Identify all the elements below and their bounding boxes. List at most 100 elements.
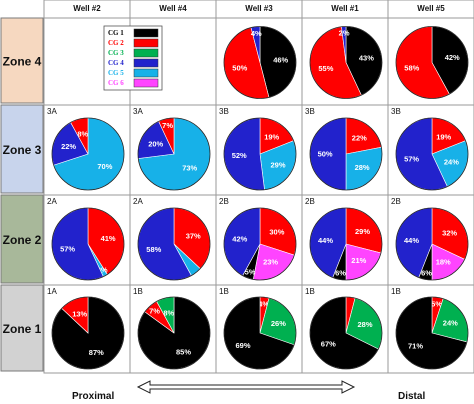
cell-tag: 2B: [305, 197, 315, 206]
pie: 1A 87% 13%: [47, 287, 125, 370]
well-header: Well #4: [159, 4, 187, 13]
pie-outline: [309, 207, 383, 281]
slice-label: 58%: [404, 63, 419, 72]
slice-label: 22%: [352, 134, 367, 143]
slice-label: 29%: [270, 160, 285, 169]
slice-label: 44%: [404, 236, 419, 245]
pie-outline: [395, 207, 469, 281]
legend-swatch: [133, 38, 159, 48]
pie: 46% 50% 4%: [223, 26, 297, 99]
slice-label: 22%: [61, 142, 76, 151]
pie: 1B 5% 24% 71%: [391, 287, 469, 370]
pie-outline: [137, 117, 211, 191]
pie: 2B 32% 18% 6% 44%: [391, 197, 469, 281]
slice-label: 19%: [264, 132, 279, 141]
legend-swatch: [133, 78, 159, 88]
slice-label: 69%: [235, 341, 250, 350]
slice-label: 41%: [101, 234, 116, 243]
legend-swatch: [133, 68, 159, 78]
slice-label: 70%: [97, 162, 112, 171]
pie: 3A 73% 20% 7%: [133, 107, 211, 191]
cell-tag: 3B: [219, 107, 229, 116]
grid-cell: [387, 284, 474, 374]
pie: 1B 28% 67%: [305, 287, 383, 370]
well-header: Well #5: [417, 4, 445, 13]
slice-label: 42%: [232, 235, 247, 244]
slice-label: 46%: [273, 56, 288, 65]
slice-label: 24%: [443, 319, 458, 328]
slice-label: 23%: [263, 258, 278, 267]
zone-label: Zone 4: [3, 55, 42, 69]
slice-label: 52%: [232, 151, 247, 160]
slice-label: 18%: [436, 257, 451, 266]
slice-label: 2%: [97, 266, 108, 275]
legend-swatch: [133, 28, 159, 38]
pie-outline: [395, 296, 469, 370]
cell-tag: 1B: [219, 287, 229, 296]
well-headers: Well #2 Well #4 Well #3 Well #1 Well #5: [43, 0, 474, 19]
legend-label: CG 1: [108, 29, 124, 37]
legend-swatch: [133, 58, 159, 68]
header-cell: [387, 0, 474, 19]
zone-label: Zone 2: [3, 233, 42, 247]
slice-label: 5%: [431, 300, 442, 309]
cell-tag: 2B: [391, 197, 401, 206]
slice-label: 29%: [355, 227, 370, 236]
slice-label: 73%: [182, 164, 197, 173]
slice-label: 57%: [404, 154, 419, 163]
zone-label-box: [0, 194, 44, 284]
zone-label-box: [0, 284, 44, 372]
slice-label: 8%: [163, 309, 174, 318]
pie: 3B 19% 24% 57%: [391, 107, 469, 191]
axis-label-distal: Distal: [398, 391, 425, 402]
zone-label: Zone 3: [3, 143, 42, 157]
slice-label: 4%: [251, 29, 262, 38]
legend-label: CG 3: [108, 49, 124, 57]
slice-label: 28%: [357, 320, 372, 329]
slice-label: 30%: [269, 227, 284, 236]
pie: 42% 58%: [395, 26, 469, 99]
slice-label: 21%: [351, 256, 366, 265]
pie-outline: [51, 117, 125, 191]
slice-label: 57%: [60, 244, 75, 253]
cell-tag: 3A: [133, 107, 143, 116]
slice-label: 67%: [321, 340, 336, 349]
slice-label: 42%: [445, 53, 460, 62]
legend-label: CG 6: [108, 79, 124, 87]
pie-outline: [395, 117, 469, 191]
slice-label: 7%: [162, 121, 173, 130]
slice-label: 6%: [335, 269, 346, 278]
pie: 3B 22% 28% 50%: [305, 107, 383, 191]
slice-label: 6%: [421, 269, 432, 278]
slice-label: 55%: [318, 64, 333, 73]
slice-label: 5%: [245, 268, 256, 277]
slice-label: 4%: [258, 299, 269, 308]
slice-label: 71%: [408, 342, 423, 351]
double-arrow-icon: [136, 380, 356, 394]
slice-label: 43%: [359, 54, 374, 63]
pie: 43% 55% 2%: [309, 26, 383, 99]
slice-label: 19%: [436, 132, 451, 141]
pie: 3A 70% 22%8%: [47, 107, 125, 191]
pie: 3B 19% 29% 52%: [219, 107, 297, 191]
slice-label: 44%: [318, 236, 333, 245]
well-header: Well #2: [73, 4, 101, 13]
slice-label: 85%: [176, 347, 191, 356]
legend-label: CG 4: [108, 59, 124, 67]
proximal-distal-axis: Proximal Distal: [72, 380, 425, 402]
pie: 2A 37% 58%: [133, 197, 211, 281]
legend: CG 1 CG 2 CG 3 CG 4 CG 5 CG 6: [103, 25, 163, 91]
axis-label-proximal: Proximal: [72, 391, 114, 402]
pie: 1B 4% 26% 69%: [219, 287, 297, 370]
grid-background: Zone 4 Zone 3 Zone 2 Zone 1: [0, 17, 474, 374]
pie-layer: 46%50%4%43%55%2%42%58%3A70%22%8%3A73%20%…: [47, 26, 469, 370]
cell-tag: 1B: [133, 287, 143, 296]
cell-tag: 2A: [133, 197, 143, 206]
cell-tag: 3A: [47, 107, 57, 116]
pie-outline: [395, 26, 469, 99]
pie: 2B 30% 23% 5% 42%: [219, 197, 297, 281]
pie-outline: [223, 117, 297, 191]
pie-outline: [51, 207, 125, 281]
pie-outline: [309, 117, 383, 191]
slice-label: 2%: [339, 29, 350, 38]
